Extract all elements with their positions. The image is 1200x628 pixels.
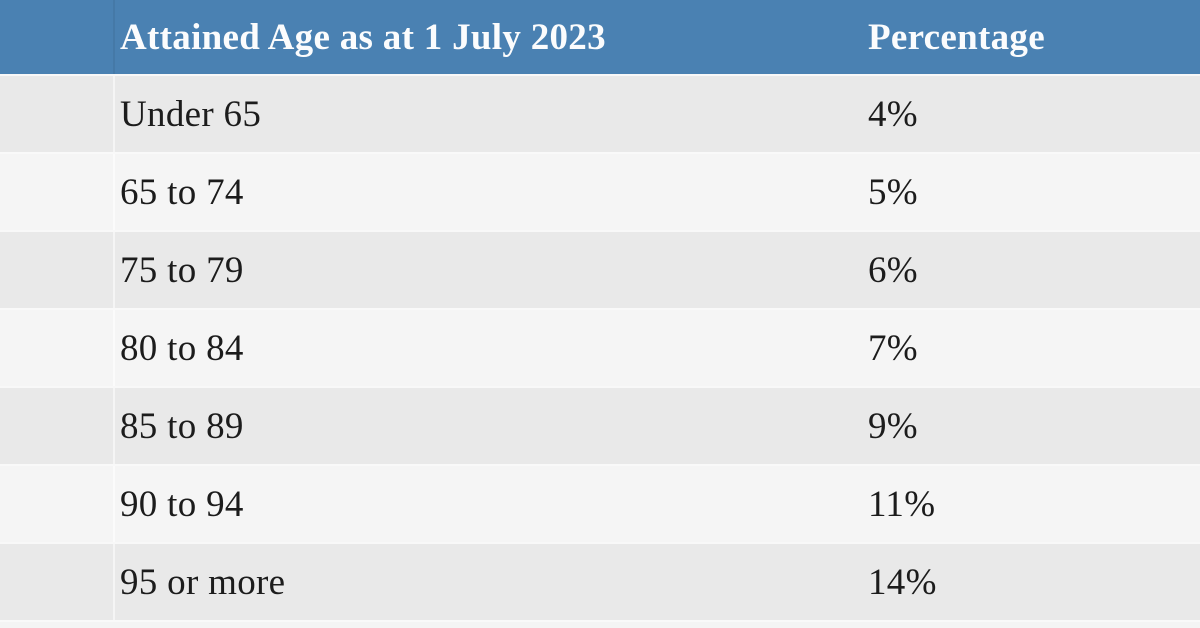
left-gutter (0, 310, 115, 386)
left-gutter (0, 0, 115, 74)
table-row: 65 to 74 5% (0, 152, 1200, 230)
cropped-next-row-strip (0, 620, 1200, 628)
left-gutter (0, 76, 115, 152)
header-age-column-label: Attained Age as at 1 July 2023 (120, 16, 606, 58)
left-gutter (0, 154, 115, 230)
percentage-cell: 11% (868, 483, 936, 525)
age-cell: 75 to 79 (120, 249, 244, 291)
age-cell: 85 to 89 (120, 405, 244, 447)
age-cell: 90 to 94 (120, 483, 244, 525)
age-cell: 80 to 84 (120, 327, 244, 369)
table-row: 85 to 89 9% (0, 386, 1200, 464)
left-gutter (0, 232, 115, 308)
left-gutter (0, 544, 115, 620)
table-row: 90 to 94 11% (0, 464, 1200, 542)
percentage-cell: 14% (868, 561, 937, 603)
percentage-cell: 5% (868, 171, 918, 213)
table-header-row: Attained Age as at 1 July 2023 Percentag… (0, 0, 1200, 74)
age-cell: 95 or more (120, 561, 286, 603)
age-cell: Under 65 (120, 93, 262, 135)
left-gutter (0, 388, 115, 464)
percentage-cell: 4% (868, 93, 918, 135)
table-row: 75 to 79 6% (0, 230, 1200, 308)
left-gutter (0, 466, 115, 542)
table-row: 80 to 84 7% (0, 308, 1200, 386)
percentage-cell: 6% (868, 249, 918, 291)
age-cell: 65 to 74 (120, 171, 244, 213)
table-row: Under 65 4% (0, 74, 1200, 152)
table-row: 95 or more 14% (0, 542, 1200, 620)
percentage-cell: 7% (868, 327, 918, 369)
header-percentage-column-label: Percentage (868, 16, 1045, 58)
percentage-cell: 9% (868, 405, 918, 447)
